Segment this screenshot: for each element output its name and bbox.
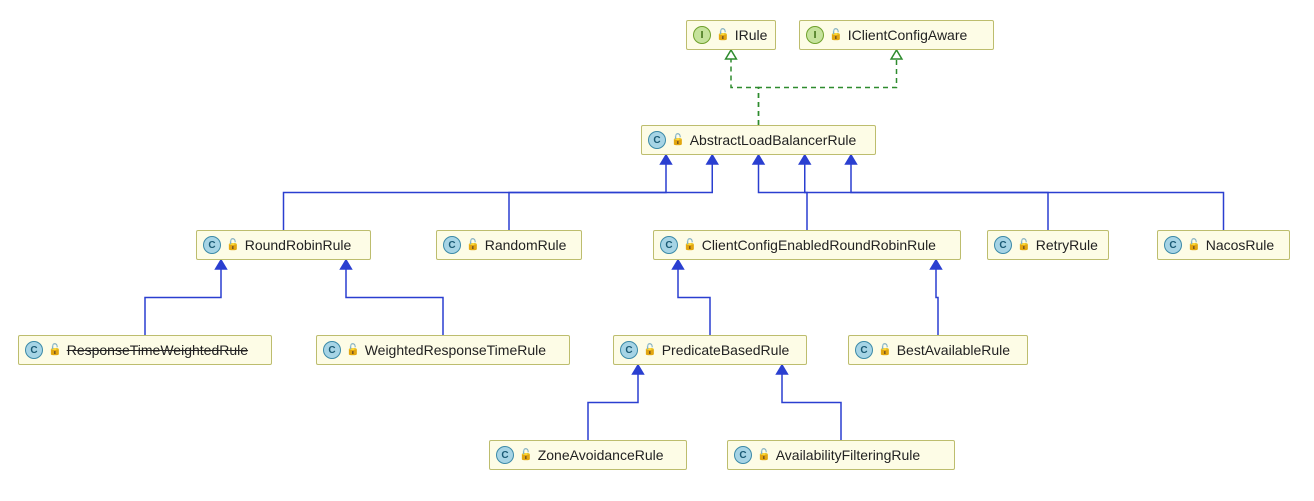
class-badge-icon: C [994, 236, 1012, 254]
node-label: PredicateBasedRule [662, 342, 790, 358]
lock-icon: 🔓 [757, 450, 771, 461]
uml-node-ResponseTimeWeightedRule: C 🔓 ResponseTimeWeightedRule [18, 335, 272, 365]
lock-icon: 🔓 [683, 240, 697, 251]
uml-node-ClientConfigEnabledRoundRobinRule: C 🔓 ClientConfigEnabledRoundRobinRule [653, 230, 961, 260]
lock-icon: 🔓 [1017, 240, 1031, 251]
lock-icon: 🔓 [48, 345, 62, 356]
lock-icon: 🔓 [226, 240, 240, 251]
uml-node-BestAvailableRule: C 🔓 BestAvailableRule [848, 335, 1028, 365]
class-badge-icon: C [496, 446, 514, 464]
node-label: AbstractLoadBalancerRule [690, 132, 857, 148]
node-label: RetryRule [1036, 237, 1098, 253]
node-label: RandomRule [485, 237, 567, 253]
node-label: AvailabilityFilteringRule [776, 447, 920, 463]
uml-node-IClientConfigAware: I 🔓 IClientConfigAware [799, 20, 994, 50]
lock-icon: 🔓 [643, 345, 657, 356]
uml-node-ZoneAvoidanceRule: C 🔓 ZoneAvoidanceRule [489, 440, 687, 470]
uml-node-AvailabilityFilteringRule: C 🔓 AvailabilityFilteringRule [727, 440, 955, 470]
uml-node-WeightedResponseTimeRule: C 🔓 WeightedResponseTimeRule [316, 335, 570, 365]
node-label: IRule [735, 27, 768, 43]
class-badge-icon: C [323, 341, 341, 359]
uml-node-RetryRule: C 🔓 RetryRule [987, 230, 1109, 260]
lock-icon: 🔓 [716, 30, 730, 41]
interface-badge-icon: I [693, 26, 711, 44]
uml-node-RandomRule: C 🔓 RandomRule [436, 230, 582, 260]
uml-node-IRule: I 🔓 IRule [686, 20, 776, 50]
lock-icon: 🔓 [1187, 240, 1201, 251]
lock-icon: 🔓 [829, 30, 843, 41]
class-badge-icon: C [443, 236, 461, 254]
uml-node-PredicateBasedRule: C 🔓 PredicateBasedRule [613, 335, 807, 365]
lock-icon: 🔓 [519, 450, 533, 461]
node-label: ZoneAvoidanceRule [538, 447, 664, 463]
node-label: RoundRobinRule [245, 237, 352, 253]
class-badge-icon: C [620, 341, 638, 359]
lock-icon: 🔓 [466, 240, 480, 251]
uml-node-RoundRobinRule: C 🔓 RoundRobinRule [196, 230, 371, 260]
class-badge-icon: C [25, 341, 43, 359]
uml-node-AbstractLoadBalancerRule: C 🔓 AbstractLoadBalancerRule [641, 125, 876, 155]
class-badge-icon: C [660, 236, 678, 254]
interface-badge-icon: I [806, 26, 824, 44]
node-label: ResponseTimeWeightedRule [67, 342, 248, 358]
lock-icon: 🔓 [346, 345, 360, 356]
class-hierarchy-diagram: I 🔓 IRule I 🔓 IClientConfigAware C 🔓 AbstractLoa… [0, 0, 1314, 501]
class-badge-icon: C [648, 131, 666, 149]
node-label: BestAvailableRule [897, 342, 1010, 358]
node-label: WeightedResponseTimeRule [365, 342, 546, 358]
lock-icon: 🔓 [878, 345, 892, 356]
class-badge-icon: C [734, 446, 752, 464]
node-label: ClientConfigEnabledRoundRobinRule [702, 237, 936, 253]
lock-icon: 🔓 [671, 135, 685, 146]
class-badge-icon: C [1164, 236, 1182, 254]
class-badge-icon: C [203, 236, 221, 254]
class-badge-icon: C [855, 341, 873, 359]
uml-node-NacosRule: C 🔓 NacosRule [1157, 230, 1290, 260]
node-label: NacosRule [1206, 237, 1274, 253]
node-label: IClientConfigAware [848, 27, 968, 43]
